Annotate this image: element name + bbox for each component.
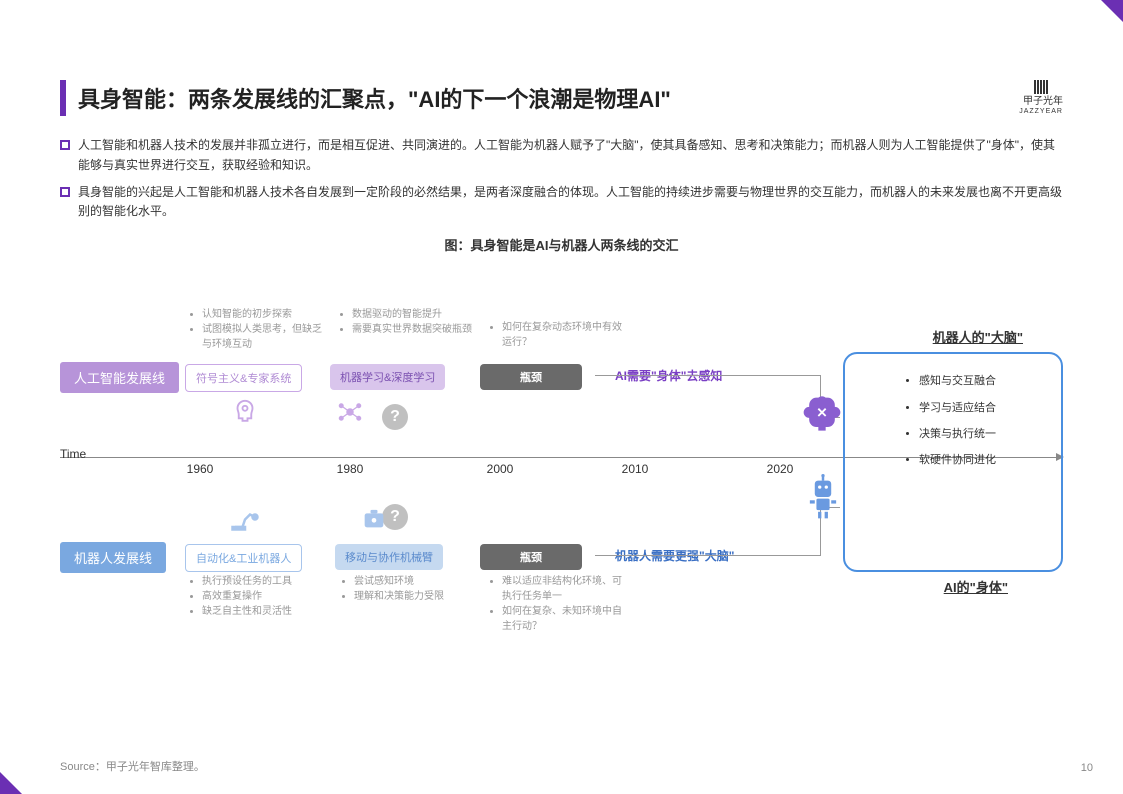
robot-track-label: 机器人发展线 [60, 542, 166, 573]
logo-en: JAZZYEAR [1019, 108, 1063, 116]
connector-line [595, 375, 820, 376]
stage-note-item: 尝试感知环境 [354, 574, 482, 589]
stage-notes: 数据驱动的智能提升需要真实世界数据突破瓶颈 [340, 307, 480, 337]
stage-box: 自动化&工业机器人 [185, 544, 302, 572]
stage-note-item: 高效重复操作 [202, 589, 330, 604]
stage-note-item: 缺乏自主性和灵活性 [202, 604, 330, 619]
stage-note-item: 数据驱动的智能提升 [352, 307, 480, 322]
logo-icon [1019, 80, 1063, 94]
time-axis-label: Time [60, 447, 86, 461]
converge-item: 学习与适应结合 [919, 395, 1051, 421]
stage-note-item: 认知智能的初步探索 [202, 307, 330, 322]
bullet-marker [60, 140, 70, 150]
bullet-text: 具身智能的兴起是人工智能和机器人技术各自发展到一定阶段的必然结果，是两者深度融合… [78, 183, 1063, 221]
bullet-marker [60, 187, 70, 197]
stage-notes: 执行预设任务的工具高效重复操作缺乏自主性和灵活性 [190, 574, 330, 619]
page-title: 具身智能：两条发展线的汇聚点，"AI的下一个浪潮是物理AI" [78, 82, 671, 114]
timeline-tick: 2000 [487, 462, 514, 476]
source-text: Source：甲子光年智库整理。 [60, 758, 205, 774]
stage-note-item: 试图模拟人类思考，但缺乏与环境互动 [202, 322, 330, 352]
stage-note-item: 如何在复杂、未知环境中自主行动？ [502, 604, 630, 634]
stage-note-item: 理解和决策能力受限 [354, 589, 482, 604]
stage-note-item: 难以适应非结构化环境、可执行任务单一 [502, 574, 630, 604]
stage-box: 符号主义&专家系统 [185, 364, 302, 392]
stage-box: 机器学习&深度学习 [330, 364, 445, 390]
title-accent [60, 80, 66, 116]
logo: 甲子光年 JAZZYEAR [1019, 80, 1063, 116]
stage-note-item: 执行预设任务的工具 [202, 574, 330, 589]
convergence-box: 感知与交互融合 学习与适应结合 决策与执行统一 软硬件协同进化 [843, 352, 1063, 572]
ai-track-label: 人工智能发展线 [60, 362, 179, 393]
page-number: 10 [1081, 762, 1093, 774]
toolbox-icon [360, 504, 388, 532]
network-icon [335, 397, 365, 427]
bullet-list: 人工智能和机器人技术的发展并非孤立进行，而是相互促进、共同演进的。人工智能为机器… [60, 136, 1063, 221]
chart-title: 图：具身智能是AI与机器人两条线的交汇 [60, 235, 1063, 254]
title-bar: 具身智能：两条发展线的汇聚点，"AI的下一个浪潮是物理AI" 甲子光年 JAZZ… [60, 80, 1063, 116]
title-wrap: 具身智能：两条发展线的汇聚点，"AI的下一个浪潮是物理AI" [60, 80, 671, 116]
brain-chip-icon [800, 394, 844, 443]
slide-container: 具身智能：两条发展线的汇聚点，"AI的下一个浪潮是物理AI" 甲子光年 JAZZ… [0, 0, 1123, 794]
stage-note-item: 需要真实世界数据突破瓶颈 [352, 322, 480, 337]
stage-box: 瓶颈 [480, 544, 582, 570]
logo-cn: 甲子光年 [1019, 96, 1063, 108]
stage-notes: 认知智能的初步探索试图模拟人类思考，但缺乏与环境互动 [190, 307, 330, 352]
timeline-tick: 1980 [337, 462, 364, 476]
question-mark-icon: ? [382, 404, 408, 430]
converge-title-bottom: AI的"身体" [944, 577, 1008, 596]
bullet-text: 人工智能和机器人技术的发展并非孤立进行，而是相互促进、共同演进的。人工智能为机器… [78, 136, 1063, 174]
converge-item: 软硬件协同进化 [919, 447, 1051, 473]
arm-icon [230, 502, 260, 532]
head-icon [230, 397, 260, 427]
timeline-tick: 2020 [767, 462, 794, 476]
timeline-tick: 1960 [187, 462, 214, 476]
timeline-tick: 2010 [622, 462, 649, 476]
bullet-item: 具身智能的兴起是人工智能和机器人技术各自发展到一定阶段的必然结果，是两者深度融合… [60, 183, 1063, 221]
stage-notes: 尝试感知环境理解和决策能力受限 [342, 574, 482, 604]
converge-item: 决策与执行统一 [919, 421, 1051, 447]
stage-box: 移动与协作机械臂 [335, 544, 443, 570]
stage-note-item: 如何在复杂动态环境中有效运行？ [502, 320, 630, 350]
bullet-item: 人工智能和机器人技术的发展并非孤立进行，而是相互促进、共同演进的。人工智能为机器… [60, 136, 1063, 174]
stage-notes: 难以适应非结构化环境、可执行任务单一如何在复杂、未知环境中自主行动？ [490, 574, 630, 634]
converge-item: 感知与交互融合 [919, 368, 1051, 394]
robot-body-icon [803, 474, 843, 525]
diagram: Time 1960 1980 2000 2010 2020 人工智能发展线 机器人发展线… [60, 262, 1063, 662]
stage-notes: 如何在复杂动态环境中有效运行？ [490, 320, 630, 350]
stage-box: 瓶颈 [480, 364, 582, 390]
converge-title-top: 机器人的"大脑" [933, 327, 1023, 346]
connector-line [595, 555, 820, 556]
convergence-list: 感知与交互融合 学习与适应结合 决策与执行统一 软硬件协同进化 [905, 368, 1051, 474]
